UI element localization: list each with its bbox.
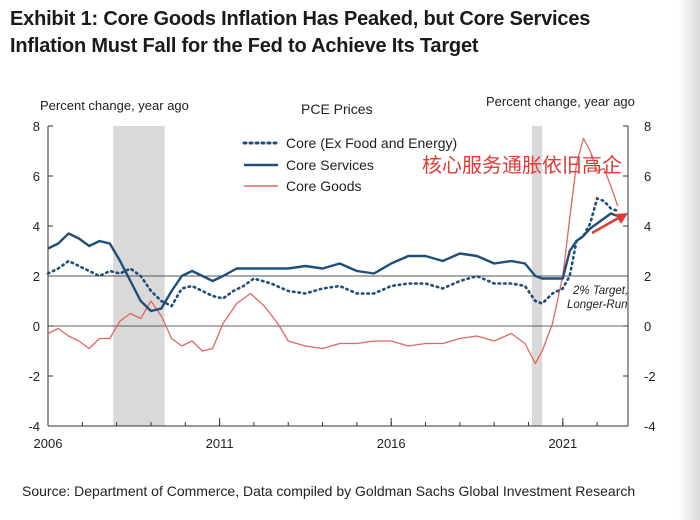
y-tick-label-right-3: 2	[644, 269, 651, 284]
pce-chart: -4 -4 -2 -2 0 0 2 2 4 4 6 6 8 8 2006 2011 2016 2021 Perce…	[28, 94, 655, 451]
legend-label-services: Core Services	[286, 157, 374, 173]
series-core-line	[46, 196, 619, 308]
y-tick-label-right-6: 8	[644, 119, 651, 134]
chart-title: PCE Prices	[301, 101, 373, 117]
y-axis-label-right: Percent change, year ago	[486, 94, 635, 109]
y-tick-label-right-2: 0	[644, 319, 651, 334]
y-tick-label-right-1: -2	[644, 369, 656, 384]
title-line-1: Exhibit 1: Core Goods Inflation Has Peak…	[10, 8, 591, 30]
legend-label-goods: Core Goods	[286, 178, 361, 194]
annotation-text: 核心服务通胀依旧高企	[422, 154, 622, 177]
series-core-services-line	[47, 212, 619, 313]
source-note: Source: Department of Commerce, Data com…	[22, 483, 636, 499]
y-tick-label-left-5: 6	[33, 169, 40, 184]
arrow-shaft	[591, 214, 623, 235]
y-axis-label-left: Percent change, year ago	[40, 98, 189, 113]
x-tick-label-0: 2006	[34, 436, 63, 451]
legend: Core (Ex Food and Energy) Core Services …	[242, 135, 457, 194]
page-edge-shadow	[678, 0, 700, 520]
legend-label-core: Core (Ex Food and Energy)	[286, 135, 457, 151]
y-tick-label-right-4: 4	[644, 219, 651, 234]
target-label-line-2: Longer-Run	[567, 299, 628, 311]
y-tick-label-left-3: 2	[33, 269, 40, 284]
x-tick-label-3: 2021	[548, 436, 577, 451]
y-tick-label-right-0: -4	[644, 419, 656, 434]
y-tick-label-left-1: -2	[28, 369, 40, 384]
y-tick-label-left-0: -4	[28, 419, 40, 434]
arrow-annotation	[591, 213, 628, 235]
chart-axes: -4 -4 -2 -2 0 0 2 2 4 4 6 6 8 8 2006 2011 2016 2021	[28, 119, 655, 451]
y-tick-label-left-2: 0	[33, 319, 40, 334]
target-label-line-1: 2% Target,	[572, 285, 628, 297]
exhibit-title: Exhibit 1: Core Goods Inflation Has Peak…	[10, 6, 690, 60]
target-label: 2% Target, Longer-Run	[567, 285, 628, 311]
y-tick-label-left-6: 8	[33, 119, 40, 134]
x-tick-label-2: 2016	[377, 436, 406, 451]
chart-container: -4 -4 -2 -2 0 0 2 2 4 4 6 6 8 8 2006 2011 2016 2021 Perce…	[0, 80, 700, 470]
x-tick-label-1: 2011	[206, 436, 234, 451]
chart-series	[46, 137, 619, 365]
title-line-2: Inflation Must Fall for the Fed to Achie…	[10, 35, 479, 57]
arrow-head	[615, 213, 628, 224]
y-tick-label-left-4: 4	[33, 219, 40, 234]
y-tick-label-right-5: 6	[644, 169, 651, 184]
